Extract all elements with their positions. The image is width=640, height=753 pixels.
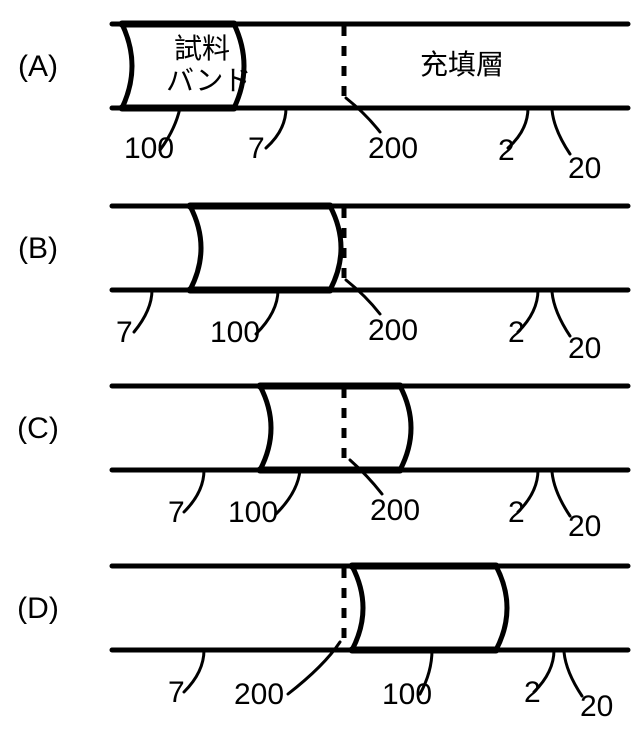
ref-label-B-2: 2 [508, 316, 525, 349]
ref-label-D-20: 20 [580, 690, 613, 723]
ref-label-C-200: 200 [370, 494, 420, 527]
ref-label-C-20: 20 [568, 510, 601, 543]
ref-label-D-7: 7 [168, 676, 185, 709]
ref-label-A-20: 20 [568, 152, 601, 185]
band_label_1: 試料 [174, 33, 230, 64]
ref-label-A-7: 7 [248, 132, 265, 165]
ref-label-D-2: 2 [524, 676, 541, 709]
ref-label-A-200: 200 [368, 132, 418, 165]
ref-label-A-100: 100 [124, 132, 174, 165]
fill_label: 充填層 [420, 49, 504, 80]
bg [0, 0, 640, 753]
ref-label-B-7: 7 [116, 316, 133, 349]
ref-label-D-100: 100 [382, 678, 432, 711]
ref-label-B-100: 100 [210, 316, 260, 349]
ref-label-A-2: 2 [498, 134, 515, 167]
panel-letter-B: (B) [18, 232, 58, 265]
ref-label-C-100: 100 [228, 496, 278, 529]
ref-label-D-200: 200 [234, 678, 284, 711]
ref-label-C-2: 2 [508, 496, 525, 529]
ref-label-B-200: 200 [368, 314, 418, 347]
panel-letter-A: (A) [18, 50, 58, 83]
panel-letter-D: (D) [17, 592, 59, 625]
ref-label-C-7: 7 [168, 496, 185, 529]
diagram-canvas: (A) 100 7 200 2 20 (B) 7 100 200 2 20 (C) 7 100 200 2 20 (… [0, 0, 640, 753]
ref-label-B-20: 20 [568, 332, 601, 365]
band_label_2: バンド [166, 65, 251, 96]
panel-letter-C: (C) [17, 412, 59, 445]
